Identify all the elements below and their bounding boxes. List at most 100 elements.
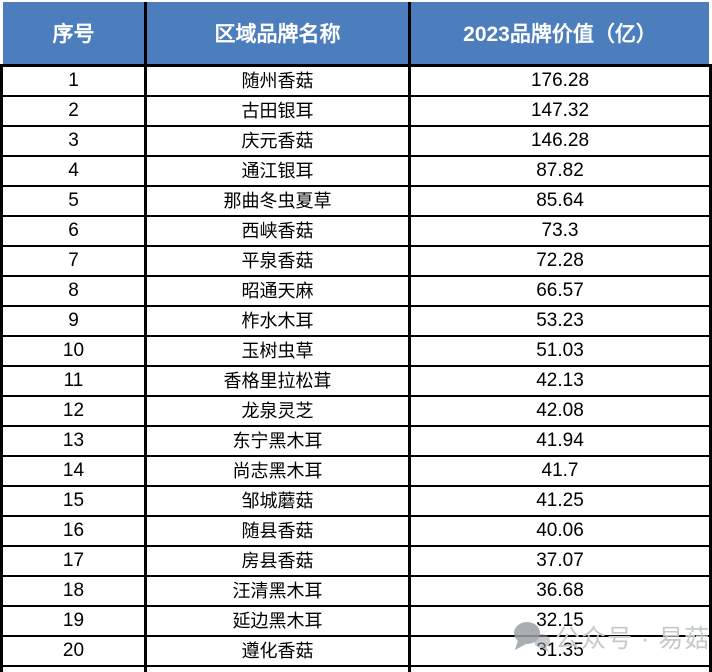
row-index-cell: 16 (62, 520, 85, 541)
brand-value-cell: 42.13 (536, 370, 584, 391)
brand-name-cell: 庆元香菇 (241, 131, 314, 151)
column-divider (0, 547, 3, 575)
column-divider (0, 67, 3, 95)
column-divider (0, 667, 3, 672)
column-divider (709, 607, 712, 635)
row-index-cell: 6 (68, 220, 79, 241)
column-divider (408, 217, 411, 245)
column-divider (408, 97, 411, 125)
header-bottom-border (0, 64, 712, 67)
column-divider (144, 487, 147, 515)
table-header-row: 序号 区域品牌名称 2023品牌价值（亿） (3, 2, 709, 64)
brand-name-cell: 汪清黑木耳 (232, 581, 323, 601)
column-divider (408, 2, 411, 64)
table-row: 11 香格里拉松茸 42.13 (0, 367, 712, 397)
column-divider (0, 517, 3, 545)
table-row: 1 随州香菇 176.28 (0, 67, 712, 97)
column-divider (0, 307, 3, 335)
column-divider (709, 637, 712, 665)
column-divider (408, 337, 411, 365)
brand-name-cell: 平泉香菇 (241, 251, 314, 271)
column-header-brand-name: 区域品牌名称 (214, 23, 341, 46)
column-divider (408, 397, 411, 425)
column-divider (408, 517, 411, 545)
brand-value-cell: 36.68 (536, 580, 584, 601)
column-divider (0, 397, 3, 425)
column-header-index: 序号 (52, 23, 95, 46)
brand-name-cell: 遵化香菇 (241, 641, 314, 661)
column-divider (0, 337, 3, 365)
column-divider (709, 547, 712, 575)
column-divider (0, 487, 3, 515)
column-divider (144, 607, 147, 635)
column-divider (709, 577, 712, 605)
row-index-cell: 8 (68, 280, 79, 301)
brand-value-cell: 42.08 (536, 400, 584, 421)
table-row: 12 龙泉灵芝 42.08 (0, 397, 712, 427)
column-divider (709, 187, 712, 215)
column-header-brand-value: 2023品牌价值（亿） (463, 23, 657, 46)
column-divider (709, 397, 712, 425)
brand-value-cell: 51.03 (536, 340, 584, 361)
brand-value-cell: 146.28 (530, 130, 590, 151)
brand-value-cell: 37.07 (536, 550, 584, 571)
column-divider (408, 247, 411, 275)
table-row: 17 房县香菇 37.07 (0, 547, 712, 577)
brand-value-cell: 147.32 (530, 100, 590, 121)
table-row: 9 柞水木耳 53.23 (0, 307, 712, 337)
column-divider (408, 427, 411, 455)
column-divider (144, 427, 147, 455)
column-divider (144, 397, 147, 425)
column-divider (0, 577, 3, 605)
row-index-cell: 10 (62, 340, 85, 361)
column-divider (0, 217, 3, 245)
brand-name-cell: 随州香菇 (241, 71, 314, 91)
column-divider (144, 337, 147, 365)
column-divider (408, 307, 411, 335)
row-index-cell: 17 (62, 550, 85, 571)
column-divider (144, 97, 147, 125)
column-divider (0, 247, 3, 275)
column-divider (709, 217, 712, 245)
table-row: 19 延边黑木耳 32.15 (0, 607, 712, 637)
brand-name-cell: 邹城蘑菇 (241, 491, 314, 511)
brand-value-cell: 31.35 (536, 640, 584, 661)
row-index-cell: 7 (68, 250, 79, 271)
cut-off-next-row (0, 667, 712, 672)
row-index-cell: 13 (62, 430, 85, 451)
brand-name-cell: 古田银耳 (241, 101, 314, 121)
brand-name-cell: 东宁黑木耳 (232, 431, 323, 451)
column-divider (144, 157, 147, 185)
column-divider (0, 457, 3, 485)
brand-value-cell: 32.15 (536, 610, 584, 631)
column-divider (709, 157, 712, 185)
column-divider (144, 577, 147, 605)
row-index-cell: 14 (62, 460, 85, 481)
column-divider (709, 457, 712, 485)
row-index-cell: 19 (62, 610, 85, 631)
brand-name-cell: 昭通天麻 (241, 281, 314, 301)
row-index-cell: 2 (68, 100, 79, 121)
column-divider (0, 277, 3, 305)
row-index-cell: 20 (62, 640, 85, 661)
column-divider (408, 607, 411, 635)
row-index-cell: 3 (68, 130, 79, 151)
column-divider (408, 367, 411, 395)
row-index-cell: 15 (62, 490, 85, 511)
table-row: 20 遵化香菇 31.35 (0, 637, 712, 667)
column-divider (144, 247, 147, 275)
brand-name-cell: 延边黑木耳 (232, 611, 323, 631)
column-divider (144, 277, 147, 305)
column-divider (709, 427, 712, 455)
brand-name-cell: 房县香菇 (241, 551, 314, 571)
column-divider (0, 97, 3, 125)
brand-name-cell: 西峡香菇 (241, 221, 314, 241)
column-divider (144, 127, 147, 155)
brand-name-cell: 柞水木耳 (241, 311, 314, 331)
column-divider (709, 127, 712, 155)
column-divider (408, 667, 411, 672)
column-divider (709, 367, 712, 395)
column-divider (408, 577, 411, 605)
column-divider (709, 307, 712, 335)
brand-value-cell: 73.3 (541, 220, 579, 241)
